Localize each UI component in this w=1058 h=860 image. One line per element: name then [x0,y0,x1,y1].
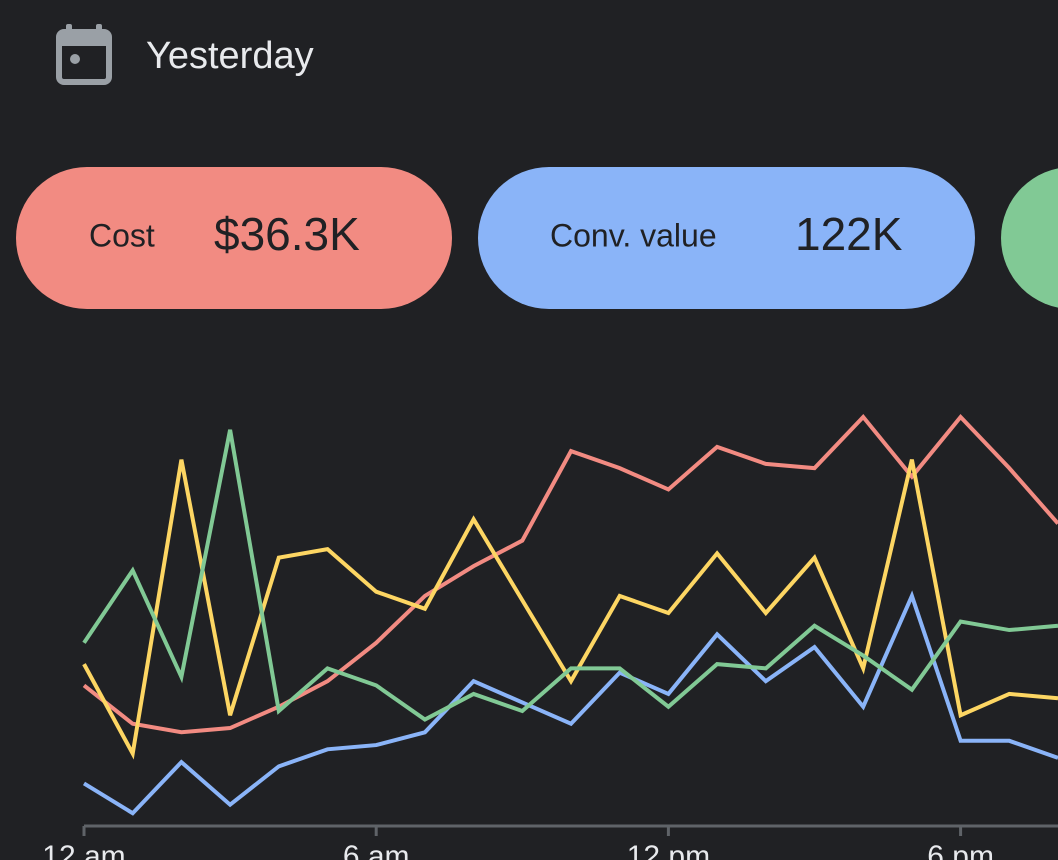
chip-value: 122K [795,208,903,260]
x-tick-label: 12 pm [627,840,710,860]
cost-chip[interactable]: Cost $36.3K [16,167,452,309]
series-line [82,429,1058,722]
conv-value-chip[interactable]: Conv. value 122K [478,167,975,309]
x-tick-label: 6 pm [927,840,994,860]
chip-label: Cost [89,217,155,253]
plot: 12 am 6 am 12 pm 6 pm [42,414,1058,860]
series-line [82,414,1058,735]
series-line [82,590,1058,816]
date-range[interactable]: Yesterday [146,35,314,77]
chip-label: Conv. value [550,217,717,253]
x-tick-label: 12 am [42,840,125,860]
x-tick-label: 6 am [343,840,410,860]
chip-value: $36.3K [214,208,360,260]
chip[interactable] [1001,167,1058,309]
calendar-icon [56,24,112,85]
series-line [82,459,1058,760]
